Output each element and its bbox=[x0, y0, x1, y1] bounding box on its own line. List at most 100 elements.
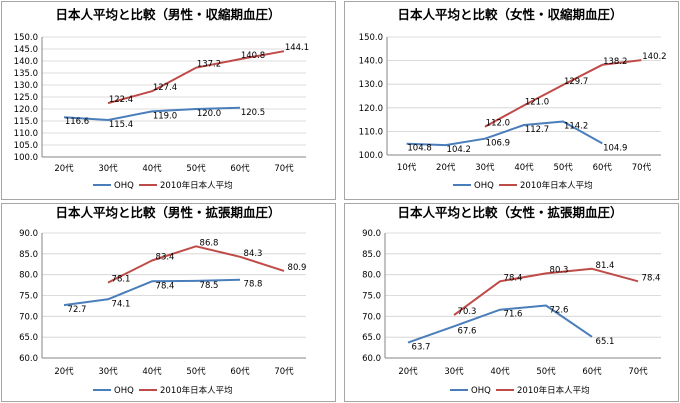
legend-label-ohq-male-systolic: OHQ bbox=[114, 181, 134, 191]
y-tick-label-male-systolic: 130.0 bbox=[14, 81, 38, 91]
series-line-ohq-male-systolic bbox=[63, 106, 241, 121]
legend-label-japan-avg-male-systolic: 2010年日本人平均 bbox=[160, 180, 233, 191]
data-label-ohq-male-diastolic: 78.5 bbox=[200, 281, 219, 291]
data-label-japan-avg-female-systolic: 138.2 bbox=[603, 57, 627, 67]
y-tick-label-female-systolic: 140.0 bbox=[359, 57, 383, 67]
series-line-ohq-female-systolic bbox=[406, 120, 603, 147]
y-tick-label-male-diastolic: 65.0 bbox=[19, 333, 38, 343]
chart-title-female-diastolic: 日本人平均と比較（女性・拡張期血圧） bbox=[397, 205, 622, 220]
y-tick-label-male-systolic: 110.0 bbox=[14, 129, 38, 139]
data-label-japan-avg-female-systolic: 112.0 bbox=[486, 119, 510, 129]
data-label-japan-avg-female-diastolic: 81.4 bbox=[596, 261, 615, 271]
x-tick-label-female-systolic: 30代 bbox=[475, 162, 495, 173]
x-tick-label-female-diastolic: 70代 bbox=[628, 366, 648, 377]
x-tick-label-male-systolic: 70代 bbox=[274, 163, 294, 174]
data-label-ohq-male-systolic: 115.4 bbox=[109, 120, 133, 130]
legend-label-japan-avg-male-diastolic: 2010年日本人平均 bbox=[160, 385, 233, 396]
y-tick-label-male-systolic: 150.0 bbox=[14, 33, 38, 43]
x-tick-label-female-diastolic: 50代 bbox=[536, 366, 556, 377]
data-label-ohq-female-systolic: 104.9 bbox=[603, 143, 627, 153]
series-line-japan-avg-male-diastolic bbox=[107, 245, 285, 284]
chart-title-male-diastolic: 日本人平均と比較（男性・拡張期血圧） bbox=[55, 205, 280, 220]
data-label-japan-avg-male-systolic: 137.2 bbox=[197, 60, 221, 70]
y-tick-label-male-systolic: 115.0 bbox=[14, 117, 38, 127]
data-label-japan-avg-female-systolic: 121.0 bbox=[525, 97, 549, 107]
series-line-ohq-male-diastolic bbox=[63, 278, 241, 307]
legend-label-ohq-female-diastolic: OHQ bbox=[471, 386, 491, 396]
y-tick-label-male-diastolic: 85.0 bbox=[19, 250, 38, 260]
data-label-ohq-male-diastolic: 72.7 bbox=[68, 305, 87, 315]
data-label-ohq-female-diastolic: 67.6 bbox=[458, 326, 477, 336]
series-line-japan-avg-male-systolic bbox=[107, 50, 285, 105]
data-label-japan-avg-male-diastolic: 86.8 bbox=[200, 238, 219, 248]
legend-label-ohq-female-systolic: OHQ bbox=[474, 181, 494, 191]
y-tick-label-female-systolic: 110.0 bbox=[359, 127, 383, 137]
data-label-ohq-female-systolic: 104.2 bbox=[447, 145, 471, 155]
x-tick-label-female-diastolic: 30代 bbox=[444, 366, 464, 377]
y-tick-label-male-diastolic: 60.0 bbox=[19, 354, 38, 364]
y-tick-label-female-diastolic: 90.0 bbox=[362, 229, 381, 239]
chart-panel-female-diastolic bbox=[344, 203, 679, 402]
y-tick-label-male-systolic: 140.0 bbox=[14, 57, 38, 67]
x-tick-label-male-diastolic: 40代 bbox=[142, 366, 162, 377]
y-tick-label-female-systolic: 150.0 bbox=[359, 33, 383, 43]
chart-panel-male-diastolic bbox=[1, 203, 336, 402]
chart-panel-female-systolic bbox=[344, 1, 679, 200]
y-tick-label-female-diastolic: 80.0 bbox=[362, 271, 381, 281]
data-label-ohq-female-diastolic: 63.7 bbox=[412, 343, 431, 353]
x-tick-label-male-systolic: 50代 bbox=[186, 163, 206, 174]
data-label-ohq-female-systolic: 114.2 bbox=[564, 121, 588, 131]
x-tick-label-male-diastolic: 20代 bbox=[54, 366, 74, 377]
x-tick-label-male-diastolic: 60代 bbox=[230, 366, 250, 377]
data-label-ohq-female-systolic: 112.7 bbox=[525, 125, 549, 135]
data-label-japan-avg-female-diastolic: 80.3 bbox=[550, 265, 569, 275]
y-tick-label-male-systolic: 145.0 bbox=[14, 45, 38, 55]
y-tick-label-female-systolic: 120.0 bbox=[359, 104, 383, 114]
y-tick-label-female-diastolic: 65.0 bbox=[362, 333, 381, 343]
chart-title-male-systolic: 日本人平均と比較（男性・収縮期血圧） bbox=[55, 7, 280, 22]
data-label-japan-avg-female-systolic: 140.2 bbox=[642, 52, 666, 62]
y-tick-label-female-diastolic: 75.0 bbox=[362, 292, 381, 302]
x-tick-label-female-diastolic: 20代 bbox=[398, 366, 418, 377]
data-label-ohq-male-diastolic: 78.4 bbox=[156, 281, 175, 291]
data-label-japan-avg-female-diastolic: 70.3 bbox=[458, 307, 477, 317]
x-tick-label-male-systolic: 20代 bbox=[54, 163, 74, 174]
data-label-ohq-female-diastolic: 65.1 bbox=[596, 337, 615, 347]
data-label-japan-avg-male-systolic: 140.8 bbox=[241, 51, 265, 61]
y-tick-label-female-diastolic: 85.0 bbox=[362, 250, 381, 260]
x-tick-label-male-diastolic: 50代 bbox=[186, 366, 206, 377]
data-label-ohq-male-diastolic: 78.8 bbox=[244, 280, 263, 290]
data-label-ohq-female-diastolic: 71.6 bbox=[504, 310, 523, 320]
data-label-japan-avg-female-systolic: 129.7 bbox=[564, 77, 588, 87]
y-tick-label-female-diastolic: 70.0 bbox=[362, 312, 381, 322]
data-label-japan-avg-female-diastolic: 78.4 bbox=[642, 273, 661, 283]
x-tick-label-female-systolic: 20代 bbox=[436, 162, 456, 173]
data-label-ohq-male-systolic: 116.6 bbox=[65, 117, 89, 127]
legend-label-japan-avg-female-diastolic: 2010年日本人平均 bbox=[517, 385, 590, 396]
chart-panel-male-systolic bbox=[1, 1, 336, 200]
y-tick-label-male-systolic: 105.0 bbox=[14, 141, 38, 151]
data-label-japan-avg-male-diastolic: 84.3 bbox=[244, 249, 263, 259]
series-line-ohq-female-diastolic bbox=[407, 304, 593, 344]
x-tick-label-female-diastolic: 40代 bbox=[490, 366, 510, 377]
series-line-japan-avg-female-diastolic bbox=[453, 267, 639, 316]
y-tick-label-male-diastolic: 70.0 bbox=[19, 312, 38, 322]
series-line-japan-avg-female-systolic bbox=[484, 59, 642, 128]
y-tick-label-male-systolic: 135.0 bbox=[14, 69, 38, 79]
x-tick-label-female-systolic: 50代 bbox=[553, 162, 573, 173]
x-tick-label-male-systolic: 60代 bbox=[230, 163, 250, 174]
data-label-ohq-female-diastolic: 72.6 bbox=[550, 306, 569, 316]
y-tick-label-male-diastolic: 75.0 bbox=[19, 292, 38, 302]
y-tick-label-male-diastolic: 90.0 bbox=[19, 229, 38, 239]
data-label-japan-avg-female-diastolic: 78.4 bbox=[504, 273, 523, 283]
x-tick-label-male-systolic: 40代 bbox=[142, 163, 162, 174]
data-label-japan-avg-male-diastolic: 80.9 bbox=[288, 263, 307, 273]
y-tick-label-male-systolic: 120.0 bbox=[14, 105, 38, 115]
x-tick-label-male-systolic: 30代 bbox=[98, 163, 118, 174]
data-label-ohq-male-systolic: 120.0 bbox=[197, 109, 221, 119]
x-tick-label-female-systolic: 70代 bbox=[632, 162, 652, 173]
data-label-japan-avg-male-diastolic: 83.4 bbox=[156, 253, 175, 263]
data-label-ohq-female-systolic: 104.8 bbox=[407, 144, 431, 154]
data-label-japan-avg-male-systolic: 122.4 bbox=[109, 95, 133, 105]
y-tick-label-female-systolic: 100.0 bbox=[359, 151, 383, 161]
